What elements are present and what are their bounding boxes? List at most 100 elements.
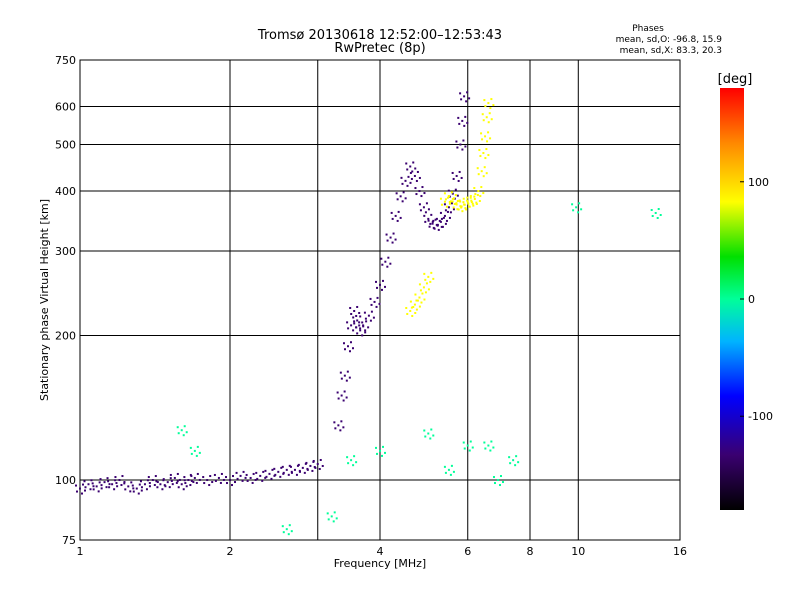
data-point <box>312 459 315 462</box>
data-point <box>418 190 421 193</box>
data-point <box>462 139 465 142</box>
data-point <box>270 477 273 480</box>
data-point <box>475 203 478 206</box>
data-point <box>486 140 489 143</box>
y-tick-label: 400 <box>55 185 76 198</box>
data-point <box>485 148 488 151</box>
data-point <box>405 162 408 165</box>
data-point <box>487 444 490 447</box>
data-point <box>424 435 427 438</box>
data-point <box>319 458 322 461</box>
data-point <box>440 217 443 220</box>
data-point <box>279 475 282 478</box>
data-point <box>92 488 95 491</box>
data-point <box>268 472 271 475</box>
data-point <box>447 468 450 471</box>
data-point <box>452 470 455 473</box>
data-point <box>100 487 103 490</box>
data-point <box>206 479 209 482</box>
data-point <box>337 424 340 427</box>
data-point <box>484 105 487 108</box>
data-point <box>264 476 267 479</box>
data-point <box>424 291 427 294</box>
data-point <box>105 486 108 489</box>
data-point <box>183 476 186 479</box>
data-point <box>123 481 126 484</box>
data-point <box>309 464 312 467</box>
data-point <box>169 473 172 476</box>
data-point <box>384 285 386 288</box>
data-point <box>409 300 412 303</box>
data-point <box>339 429 342 432</box>
data-point <box>483 441 486 444</box>
data-point <box>400 176 403 179</box>
data-point <box>451 200 454 203</box>
data-point <box>456 208 459 211</box>
data-point <box>251 481 254 484</box>
data-point <box>295 473 298 476</box>
data-point <box>391 217 394 220</box>
data-point <box>164 485 167 488</box>
data-point <box>82 483 84 486</box>
data-point <box>455 174 458 177</box>
data-point <box>214 479 217 482</box>
data-point <box>287 533 290 536</box>
data-point <box>459 92 462 95</box>
data-point <box>422 286 425 289</box>
data-point <box>337 397 340 400</box>
data-point <box>155 480 158 483</box>
data-point <box>418 296 421 299</box>
data-point <box>180 483 183 486</box>
data-point <box>434 218 437 221</box>
data-point <box>449 211 452 214</box>
data-point <box>225 476 227 479</box>
data-point <box>489 107 492 110</box>
data-point <box>466 91 469 94</box>
data-point <box>193 449 196 452</box>
data-point <box>351 347 354 350</box>
x-tick-label: 2 <box>227 545 234 558</box>
data-point <box>183 479 186 482</box>
data-point <box>190 475 193 478</box>
data-point <box>364 317 367 320</box>
data-point <box>484 157 487 160</box>
data-point <box>239 474 242 477</box>
data-point <box>482 152 485 155</box>
data-point <box>231 484 233 487</box>
data-point <box>481 113 484 116</box>
data-point <box>89 488 92 491</box>
data-point <box>364 329 367 332</box>
data-point <box>306 467 309 470</box>
data-point <box>489 137 492 140</box>
data-point <box>356 332 359 335</box>
data-point <box>651 215 654 218</box>
data-point <box>413 303 416 306</box>
data-point <box>365 320 368 323</box>
data-point <box>412 161 415 164</box>
data-point <box>97 490 100 493</box>
data-point <box>427 217 430 220</box>
data-point <box>395 192 398 195</box>
data-point <box>364 331 367 334</box>
data-point <box>259 474 262 477</box>
data-point <box>334 427 337 430</box>
data-point <box>384 451 386 454</box>
data-point <box>124 488 127 491</box>
data-point <box>477 173 480 176</box>
data-point <box>473 187 476 190</box>
data-point <box>414 293 417 296</box>
data-point <box>173 476 176 479</box>
data-point <box>457 179 460 182</box>
data-point <box>465 100 468 103</box>
data-point <box>492 446 495 449</box>
data-point <box>424 220 427 223</box>
data-point <box>470 199 473 202</box>
data-point <box>342 399 345 402</box>
data-point <box>375 280 377 283</box>
data-point <box>471 446 474 449</box>
data-point <box>213 473 216 476</box>
data-point <box>463 447 466 450</box>
data-point <box>463 124 466 127</box>
data-point <box>196 445 199 448</box>
data-point <box>99 478 102 481</box>
